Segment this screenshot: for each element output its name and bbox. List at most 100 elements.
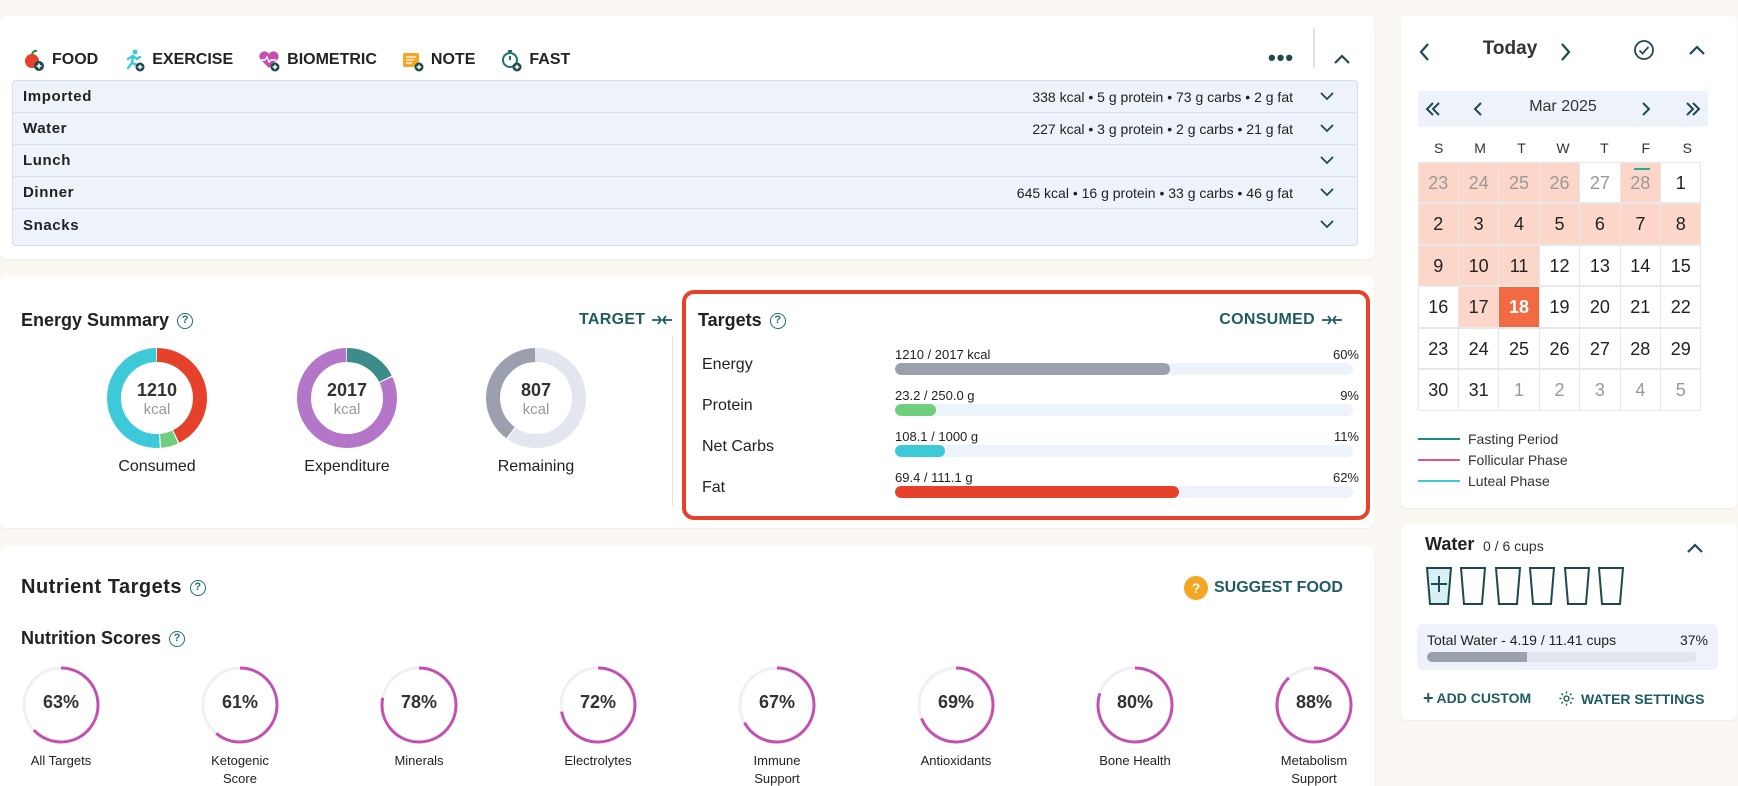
calendar-today-title[interactable]: Today bbox=[1482, 38, 1538, 59]
nutrition-score[interactable]: 72% Electrolytes bbox=[538, 664, 658, 770]
nutrition-score[interactable]: 88% Metabolism Support bbox=[1254, 664, 1374, 786]
consumed-toggle-button[interactable]: CONSUMED bbox=[1219, 311, 1343, 329]
nutrition-score[interactable]: 67% Immune Support bbox=[717, 664, 837, 786]
target-row-protein[interactable]: Protein 23.2 / 250.0 g 9% bbox=[702, 388, 1362, 423]
water-cup-icon[interactable] bbox=[1459, 566, 1487, 606]
calendar-day[interactable]: 1 bbox=[1498, 369, 1540, 412]
add-biometric-button[interactable]: BIOMETRIC bbox=[257, 48, 377, 72]
calendar-day[interactable]: 3 bbox=[1579, 369, 1621, 412]
calendar-day[interactable]: 19 bbox=[1538, 286, 1581, 328]
calendar-day[interactable]: 17 bbox=[1457, 286, 1500, 328]
calendar-day[interactable]: 4 bbox=[1619, 369, 1662, 412]
meal-row-imported[interactable]: Imported 338 kcal • 5 g protein • 73 g c… bbox=[13, 81, 1357, 113]
suggest-food-button[interactable]: ? SUGGEST FOOD bbox=[1184, 576, 1343, 600]
add-food-button[interactable]: FOOD bbox=[22, 48, 98, 72]
next-month-chevron-icon[interactable] bbox=[1640, 101, 1652, 117]
calendar-day[interactable]: 11 bbox=[1498, 244, 1540, 287]
calendar-day[interactable]: 2 bbox=[1538, 369, 1581, 412]
add-cup-button[interactable] bbox=[1425, 566, 1453, 606]
calendar-day[interactable]: 12 bbox=[1538, 244, 1581, 287]
calendar-day[interactable]: 8 bbox=[1660, 203, 1702, 245]
calendar-day[interactable]: 31 bbox=[1457, 369, 1500, 412]
expand-chevron-down-icon[interactable] bbox=[1319, 122, 1335, 134]
help-icon[interactable]: ? bbox=[769, 313, 786, 330]
calendar-day[interactable]: 28 bbox=[1619, 327, 1662, 370]
calendar-day[interactable]: 5 bbox=[1660, 369, 1702, 412]
legend-swatch bbox=[1418, 458, 1460, 461]
calendar-day[interactable]: 23 bbox=[1417, 161, 1459, 204]
calendar-day[interactable]: 29 bbox=[1660, 327, 1702, 370]
calendar-month-label[interactable]: Mar 2025 bbox=[1529, 98, 1597, 115]
add-fast-button[interactable]: FAST bbox=[499, 48, 570, 72]
more-options-icon[interactable]: ••• bbox=[1268, 45, 1295, 70]
calendar-day[interactable]: 27 bbox=[1579, 161, 1621, 204]
calendar-day[interactable]: 25 bbox=[1498, 327, 1540, 370]
calendar-day[interactable]: 26 bbox=[1538, 161, 1581, 204]
calendar-day[interactable]: 13 bbox=[1579, 244, 1621, 287]
expand-chevron-down-icon[interactable] bbox=[1319, 90, 1335, 102]
meal-row-dinner[interactable]: Dinner 645 kcal • 16 g protein • 33 g ca… bbox=[13, 177, 1357, 209]
calendar-day[interactable]: 30 bbox=[1417, 369, 1459, 412]
calendar-day[interactable]: 25 bbox=[1498, 161, 1540, 204]
target-row-net-carbs[interactable]: Net Carbs 108.1 / 1000 g 11% bbox=[702, 429, 1362, 464]
water-cup-icon[interactable] bbox=[1528, 566, 1556, 606]
water-cup-icon[interactable] bbox=[1597, 566, 1625, 606]
calendar-day[interactable]: 24 bbox=[1457, 161, 1500, 204]
calendar-day[interactable]: 26 bbox=[1538, 327, 1581, 370]
previous-year-double-chevron-icon[interactable] bbox=[1424, 101, 1442, 117]
calendar-day[interactable]: 3 bbox=[1457, 203, 1500, 245]
calendar-day[interactable]: 15 bbox=[1660, 244, 1702, 287]
calendar-day[interactable]: 20 bbox=[1579, 286, 1621, 328]
target-row-fat[interactable]: Fat 69.4 / 111.1 g 62% bbox=[702, 470, 1362, 505]
calendar-day[interactable]: 6 bbox=[1579, 203, 1621, 245]
calendar-day[interactable]: 16 bbox=[1417, 286, 1459, 328]
calendar-day[interactable]: 23 bbox=[1417, 327, 1459, 370]
calendar-day[interactable]: 14 bbox=[1619, 244, 1662, 287]
target-toggle-button[interactable]: TARGET bbox=[579, 311, 673, 329]
help-icon[interactable]: ? bbox=[169, 631, 186, 648]
check-circle-icon[interactable] bbox=[1633, 39, 1655, 61]
next-day-chevron-icon[interactable] bbox=[1557, 42, 1573, 62]
meal-row-snacks[interactable]: Snacks bbox=[13, 209, 1357, 241]
expand-chevron-down-icon[interactable] bbox=[1319, 218, 1335, 230]
previous-month-chevron-icon[interactable] bbox=[1472, 101, 1484, 117]
help-icon[interactable]: ? bbox=[189, 579, 206, 596]
calendar-day[interactable]: 28 bbox=[1619, 161, 1662, 204]
calendar-day[interactable]: 10 bbox=[1457, 244, 1500, 287]
water-settings-button[interactable]: WATER SETTINGS bbox=[1558, 690, 1704, 707]
calendar-day[interactable]: 21 bbox=[1619, 286, 1662, 328]
calendar-day[interactable]: 4 bbox=[1498, 203, 1540, 245]
expand-chevron-down-icon[interactable] bbox=[1319, 186, 1335, 198]
target-value: 23.2 / 250.0 g bbox=[895, 388, 975, 403]
collapse-chevron-up-icon[interactable] bbox=[1330, 50, 1354, 68]
calendar-day[interactable]: 24 bbox=[1457, 327, 1500, 370]
calendar-day[interactable]: 22 bbox=[1660, 286, 1702, 328]
collapse-chevron-up-icon[interactable] bbox=[1687, 42, 1707, 58]
calendar-day[interactable]: 2 bbox=[1417, 203, 1459, 245]
calendar-day-selected[interactable]: 18 bbox=[1498, 286, 1540, 328]
nutrition-score[interactable]: 69% Antioxidants bbox=[896, 664, 1016, 770]
add-custom-water-button[interactable]: + ADD CUSTOM bbox=[1423, 689, 1531, 707]
add-exercise-button[interactable]: EXERCISE bbox=[122, 48, 233, 72]
help-icon[interactable]: ? bbox=[177, 313, 194, 330]
calendar-day[interactable]: 5 bbox=[1538, 203, 1581, 245]
expand-chevron-down-icon[interactable] bbox=[1319, 154, 1335, 166]
next-year-double-chevron-icon[interactable] bbox=[1684, 101, 1702, 117]
targets-title-text: Targets bbox=[698, 310, 762, 330]
target-row-energy[interactable]: Energy 1210 / 2017 kcal 60% bbox=[702, 347, 1362, 382]
meal-row-lunch[interactable]: Lunch bbox=[13, 145, 1357, 177]
collapse-chevron-up-icon[interactable] bbox=[1685, 540, 1705, 556]
previous-day-chevron-icon[interactable] bbox=[1417, 42, 1433, 62]
nutrition-score[interactable]: 78% Minerals bbox=[359, 664, 479, 770]
add-note-button[interactable]: NOTE bbox=[401, 48, 475, 72]
nutrition-score[interactable]: 63% All Targets bbox=[1, 664, 121, 770]
calendar-day[interactable]: 9 bbox=[1417, 244, 1459, 287]
calendar-day[interactable]: 27 bbox=[1579, 327, 1621, 370]
nutrition-score[interactable]: 80% Bone Health bbox=[1075, 664, 1195, 770]
water-cup-icon[interactable] bbox=[1494, 566, 1522, 606]
meal-row-water[interactable]: Water 227 kcal • 3 g protein • 2 g carbs… bbox=[13, 113, 1357, 145]
water-cup-icon[interactable] bbox=[1563, 566, 1591, 606]
nutrition-score[interactable]: 61% Ketogenic Score bbox=[180, 664, 300, 786]
calendar-day[interactable]: 1 bbox=[1660, 161, 1702, 204]
calendar-day[interactable]: 7 bbox=[1619, 203, 1662, 245]
